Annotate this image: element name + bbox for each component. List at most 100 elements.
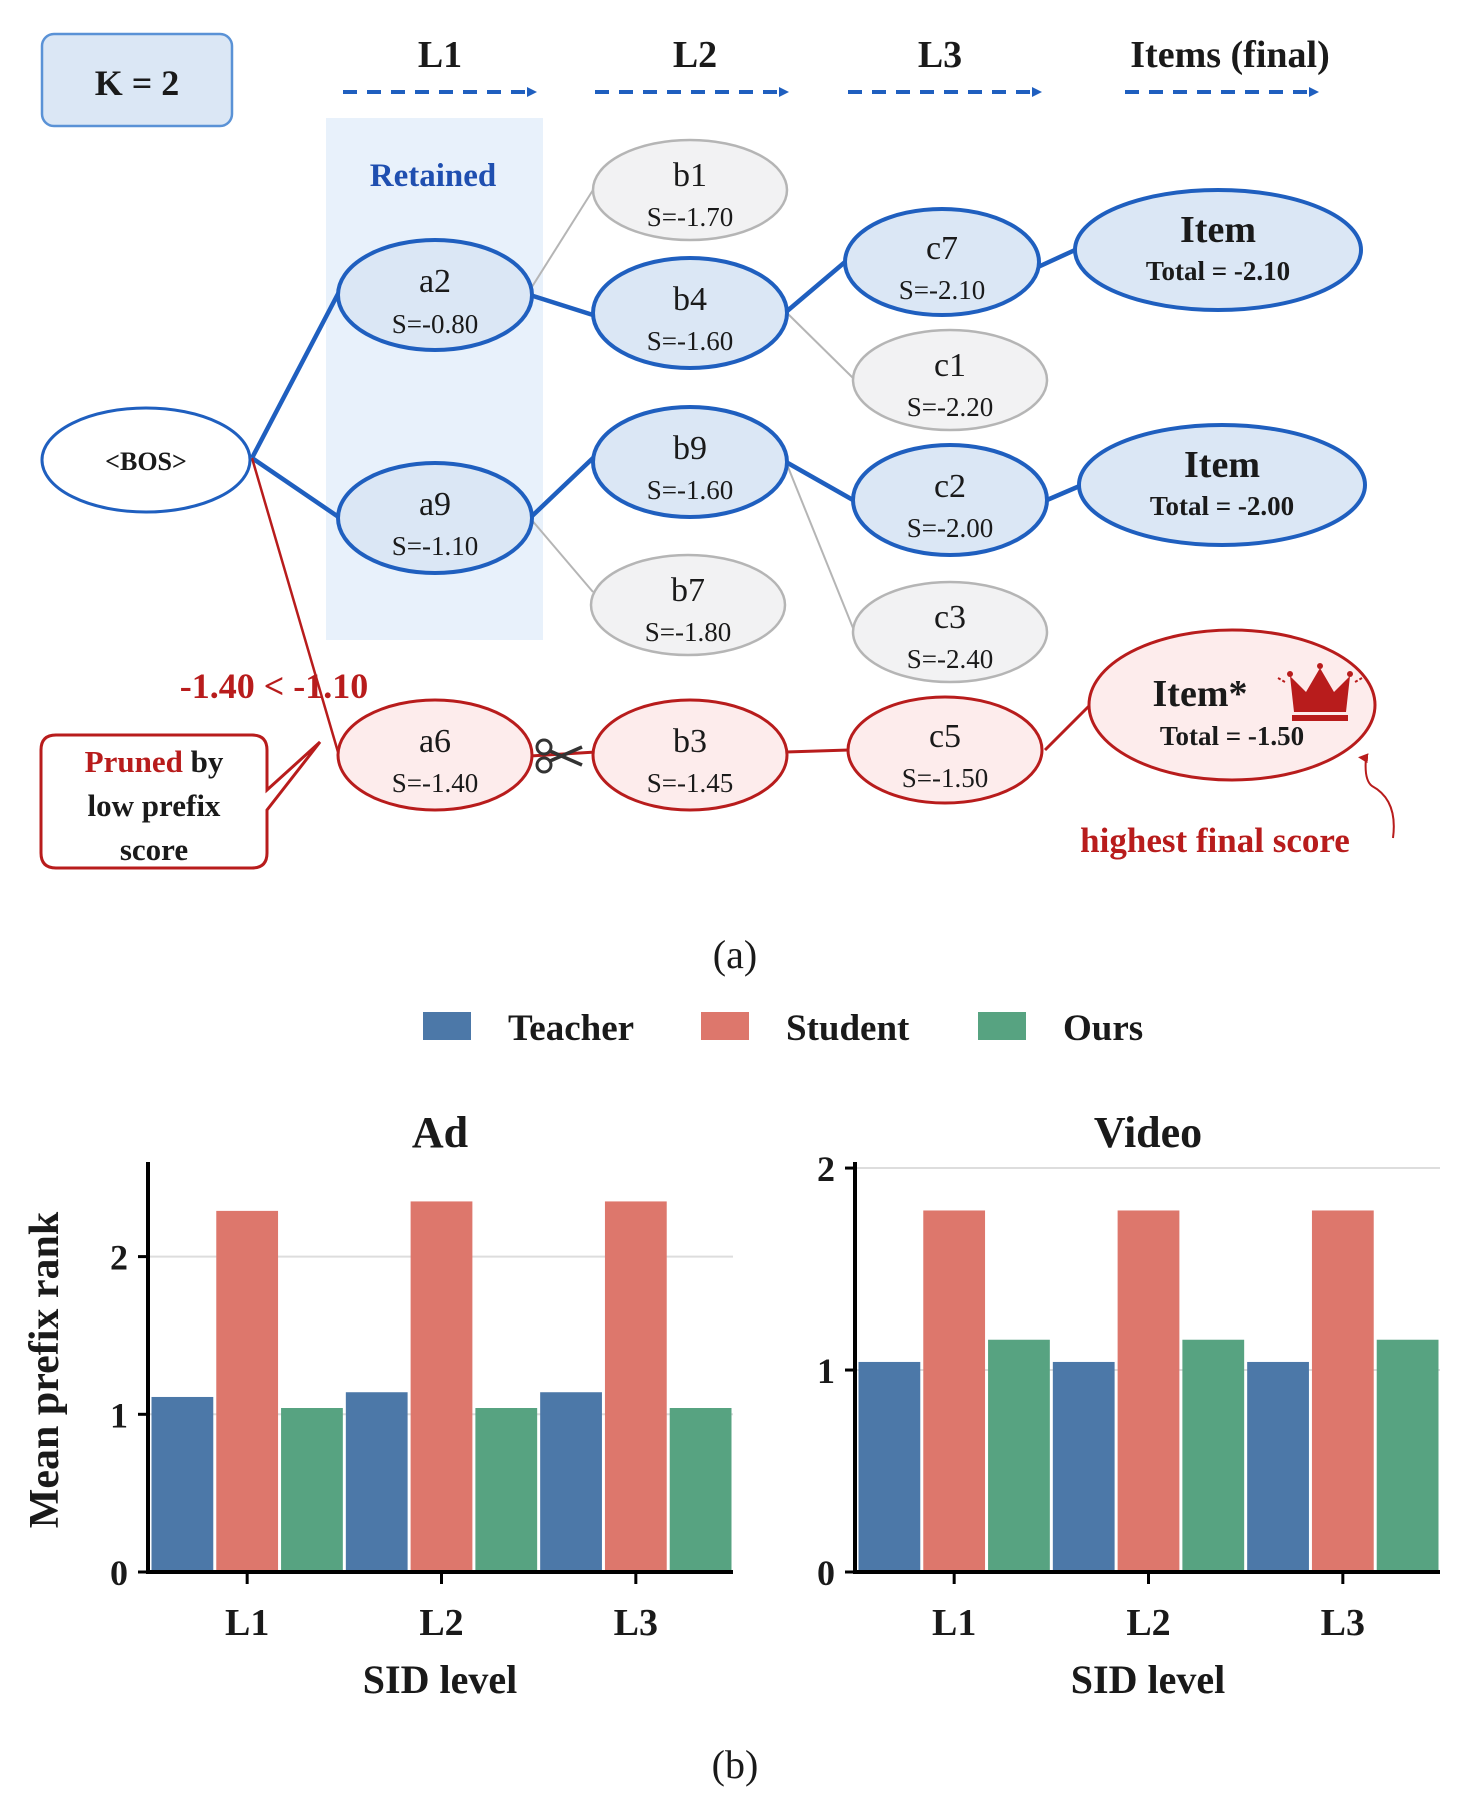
edge-c2-item2 xyxy=(1046,482,1083,503)
chart-video-xtick-label: L2 xyxy=(1126,1602,1170,1644)
legend-swatch-student xyxy=(701,1012,749,1040)
chart-ad-ytick-label: 0 xyxy=(110,1553,128,1593)
svg-text:b4: b4 xyxy=(673,281,707,318)
edge-b9-c2 xyxy=(784,460,855,502)
node-item-1: Item Total = -2.10 xyxy=(1073,188,1363,312)
svg-text:a2: a2 xyxy=(419,263,451,300)
svg-text:S=-2.10: S=-2.10 xyxy=(899,275,985,305)
bar-video-teacher-l2 xyxy=(1052,1361,1115,1572)
edge-a9-b7 xyxy=(529,517,594,593)
caption-b: (b) xyxy=(712,1742,759,1787)
node-b3: b3 S=-1.45 xyxy=(591,698,789,812)
svg-text:b3: b3 xyxy=(673,723,707,760)
k-box: K = 2 xyxy=(40,32,234,128)
edge-bos-a6 xyxy=(250,457,340,753)
svg-text:Total = -2.10: Total = -2.10 xyxy=(1146,256,1290,286)
svg-text:S=-1.50: S=-1.50 xyxy=(902,763,988,793)
node-c7: c7 S=-2.10 xyxy=(843,207,1041,317)
node-a2: a2 S=-0.80 xyxy=(336,238,534,352)
panel-b: Teacher Student Ours Ad 0 1 2 L1 L2 L3 SID l… xyxy=(22,1008,1440,1787)
bar-ad-ours-l1 xyxy=(281,1408,343,1572)
svg-text:S=-1.60: S=-1.60 xyxy=(647,475,733,505)
node-c2: c2 S=-2.00 xyxy=(851,443,1049,557)
pruned-callout-line2: low prefix xyxy=(88,788,221,823)
svg-text:Item: Item xyxy=(1184,444,1260,486)
chart-ad-title: Ad xyxy=(412,1108,468,1157)
bar-video-teacher-l3 xyxy=(1247,1361,1309,1572)
chart-video-xtick-label: L3 xyxy=(1321,1602,1365,1644)
bar-ad-ours-l2 xyxy=(475,1408,538,1572)
node-item-3: Item* Total = -1.50 xyxy=(1087,628,1377,782)
bar-ad-student-l1 xyxy=(216,1210,279,1572)
bar-ad-teacher-l1 xyxy=(151,1396,214,1572)
legend-label-teacher: Teacher xyxy=(508,1008,634,1049)
node-c5: c5 S=-1.50 xyxy=(846,695,1044,805)
svg-text:S=-2.20: S=-2.20 xyxy=(907,392,993,422)
svg-text:a6: a6 xyxy=(419,723,451,760)
legend: Teacher Student Ours xyxy=(423,1008,1143,1049)
chart-ad-ytick-label: 2 xyxy=(110,1238,128,1278)
pruned-callout: Pruned by low prefix score xyxy=(39,733,322,870)
svg-text:S=-1.80: S=-1.80 xyxy=(645,617,731,647)
chart-video: Video 0 1 2 L1 L2 L3 SID level xyxy=(817,1108,1440,1702)
chart-video-xlabel: SID level xyxy=(1071,1657,1225,1702)
bar-video-ours-l2 xyxy=(1182,1339,1245,1572)
edge-b3-c5 xyxy=(785,748,850,754)
bar-ad-teacher-l2 xyxy=(345,1392,408,1572)
edge-b4-c7 xyxy=(784,260,847,314)
edge-a9-b9 xyxy=(528,456,595,520)
level-label-l2: L2 xyxy=(673,34,717,76)
bar-video-student-l1 xyxy=(923,1210,986,1572)
chart-ad-xtick-label: L3 xyxy=(614,1602,658,1644)
svg-text:S=-0.80: S=-0.80 xyxy=(392,309,478,339)
svg-text:Item*: Item* xyxy=(1153,673,1248,715)
node-b1: b1 S=-1.70 xyxy=(591,138,789,242)
svg-text:S=-1.40: S=-1.40 xyxy=(392,768,478,798)
svg-text:S=-1.45: S=-1.45 xyxy=(647,768,733,798)
pruned-callout-line1: Pruned by xyxy=(85,744,224,779)
crown-icon xyxy=(1277,663,1363,721)
svg-text:c2: c2 xyxy=(934,468,966,505)
svg-text:S=-1.70: S=-1.70 xyxy=(647,202,733,232)
node-c1: c1 S=-2.20 xyxy=(851,328,1049,432)
bar-ad-student-l3 xyxy=(604,1201,667,1572)
svg-text:Item: Item xyxy=(1180,209,1256,251)
svg-text:S=-2.40: S=-2.40 xyxy=(907,644,993,674)
bar-ad-ours-l3 xyxy=(669,1408,732,1572)
pruned-callout-line3: score xyxy=(120,832,188,867)
svg-text:S=-1.10: S=-1.10 xyxy=(392,531,478,561)
node-b4: b4 S=-1.60 xyxy=(591,256,789,370)
chart-ad-ylabel: Mean prefix rank xyxy=(22,1211,68,1528)
node-b9: b9 S=-1.60 xyxy=(591,405,789,519)
node-a6: a6 S=-1.40 xyxy=(336,698,534,812)
bar-ad-student-l2 xyxy=(410,1201,473,1572)
svg-text:b7: b7 xyxy=(671,572,705,609)
bar-video-student-l2 xyxy=(1117,1210,1180,1572)
node-b7: b7 S=-1.80 xyxy=(589,553,787,657)
chart-video-ytick-label: 2 xyxy=(817,1149,835,1189)
chart-ad: Ad 0 1 2 L1 L2 L3 SID level Mean prefix rank xyxy=(22,1108,733,1702)
svg-text:b9: b9 xyxy=(673,430,707,467)
legend-swatch-ours xyxy=(978,1012,1026,1040)
edge-b4-c1 xyxy=(785,311,854,379)
svg-text:<BOS>: <BOS> xyxy=(105,447,187,476)
scissors-icon xyxy=(535,738,583,774)
edge-c7-item1 xyxy=(1037,247,1076,270)
highest-score-arrow xyxy=(1358,753,1395,839)
bar-video-student-l3 xyxy=(1311,1210,1374,1572)
panel-a: K = 2 L1 L2 L3 Items (final) Retained xyxy=(39,32,1395,977)
tree-edges xyxy=(250,189,1092,758)
node-item-2: Item Total = -2.00 xyxy=(1077,423,1367,547)
svg-text:c5: c5 xyxy=(929,718,961,755)
level-label-l3: L3 xyxy=(918,34,962,76)
edge-c5-item3 xyxy=(1043,703,1092,752)
chart-video-title: Video xyxy=(1094,1108,1202,1157)
node-a9: a9 S=-1.10 xyxy=(336,461,534,575)
legend-swatch-teacher xyxy=(423,1012,471,1040)
svg-text:c1: c1 xyxy=(934,347,966,384)
svg-text:S=-1.60: S=-1.60 xyxy=(647,326,733,356)
legend-label-student: Student xyxy=(786,1008,910,1049)
svg-text:S=-2.00: S=-2.00 xyxy=(907,513,993,543)
level-label-items: Items (final) xyxy=(1130,34,1329,76)
chart-video-ytick-label: 0 xyxy=(817,1553,835,1593)
